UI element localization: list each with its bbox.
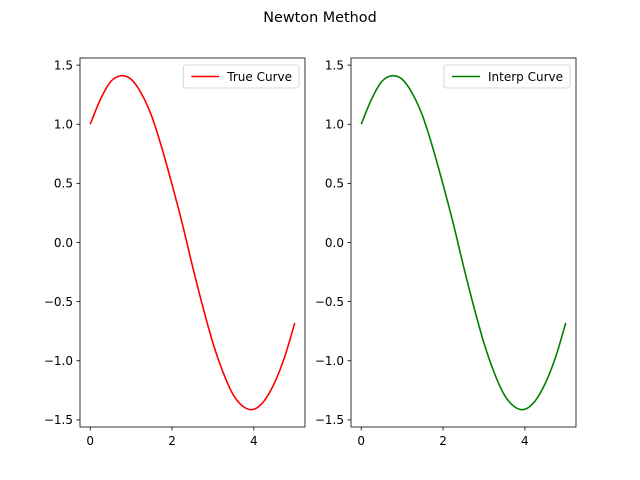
y-tick-label: 0.0 — [54, 236, 73, 250]
y-tick-label: 1.5 — [54, 58, 73, 72]
series-line — [89, 74, 296, 411]
figure-title: Newton Method — [263, 10, 377, 26]
legend-box — [182, 64, 300, 89]
legend-label: Interp Curve — [488, 70, 563, 84]
y-tick-label: −1.0 — [315, 354, 344, 368]
axes-frame — [79, 57, 306, 428]
y-tick-label: 0.0 — [325, 236, 344, 250]
subplot-interp-curve: 0 2 4 −1.5 −1.0 −0.5 0.0 0.5 1.0 1.5 Interp Curve — [315, 57, 577, 448]
y-tick-label: 0.5 — [325, 177, 344, 191]
y-tick-label: 1.0 — [54, 118, 73, 132]
y-tick-label: −1.5 — [315, 413, 344, 427]
subplot-true-curve: 0 2 4 −1.5 −1.0 −0.5 0.0 0.5 1.0 1.5 True Curve — [44, 57, 306, 448]
y-tick-label: −0.5 — [44, 295, 73, 309]
y-tick-label: −1.5 — [44, 413, 73, 427]
series-line — [360, 74, 567, 411]
legend-label: True Curve — [226, 70, 292, 84]
legend-box — [443, 64, 571, 89]
axes-frame — [350, 57, 577, 428]
y-tick-label: 0.5 — [54, 177, 73, 191]
x-tick-label: 0 — [357, 434, 365, 448]
x-tick-label: 0 — [86, 434, 94, 448]
y-tick-label: 1.5 — [325, 58, 344, 72]
x-tick-label: 4 — [250, 434, 258, 448]
y-tick-label: −0.5 — [315, 295, 344, 309]
y-tick-label: −1.0 — [44, 354, 73, 368]
x-tick-label: 2 — [439, 434, 447, 448]
x-tick-label: 2 — [168, 434, 176, 448]
y-tick-label: 1.0 — [325, 118, 344, 132]
x-tick-label: 4 — [521, 434, 529, 448]
